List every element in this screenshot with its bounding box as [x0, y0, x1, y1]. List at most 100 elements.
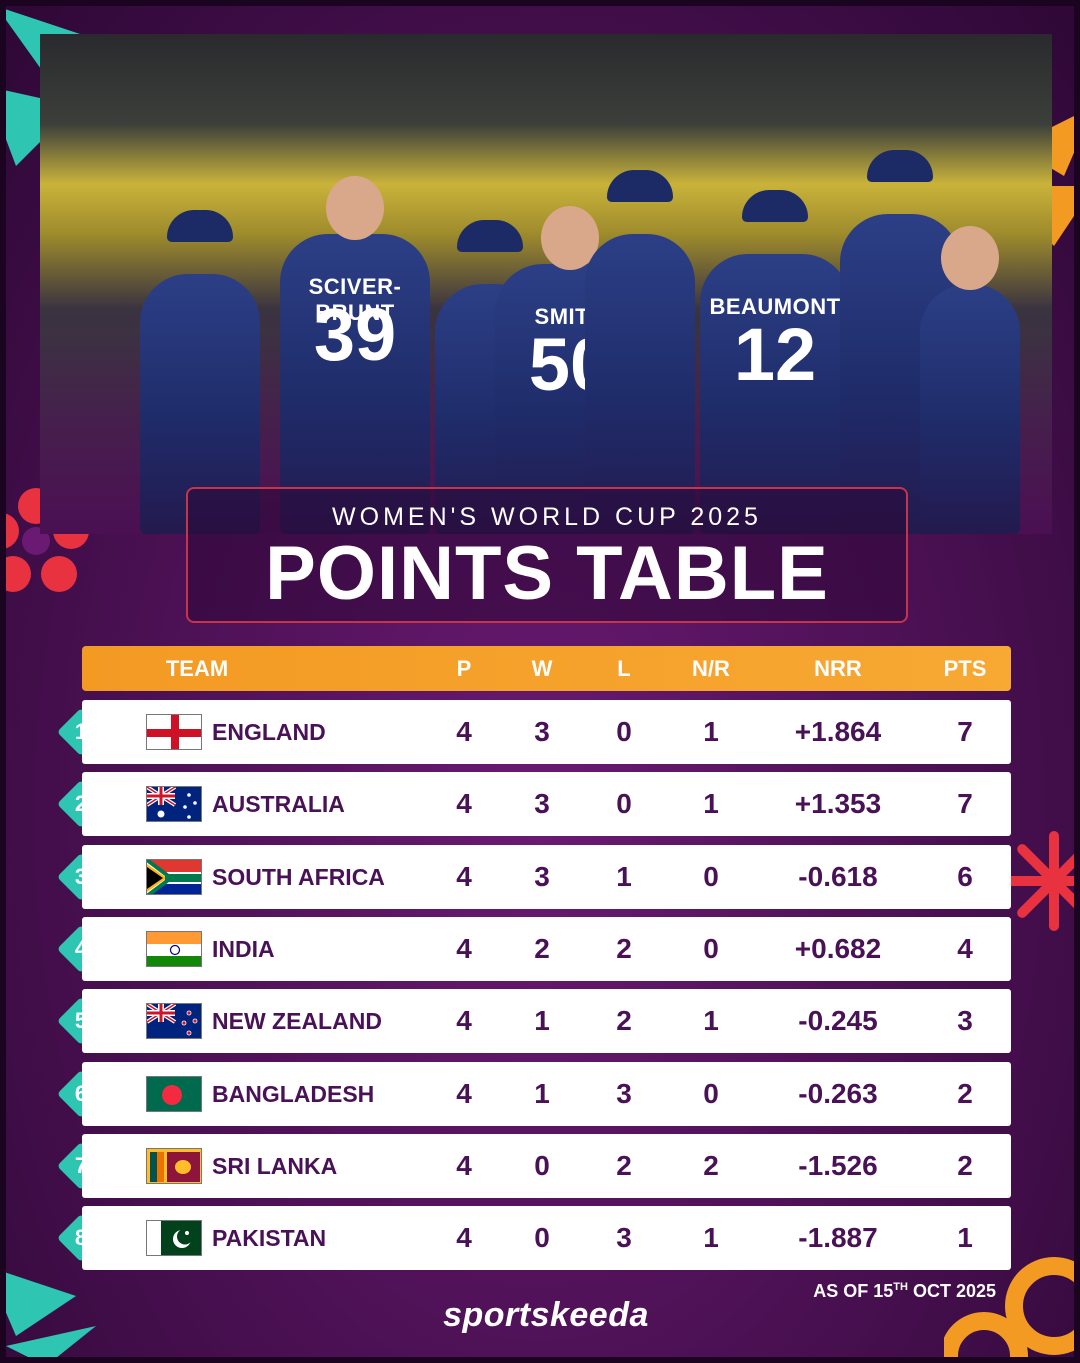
team-name-cell: INDIA: [212, 936, 275, 962]
lost-cell: 0: [616, 788, 632, 819]
table-row: INDIA 4 2 2 0 +0.682 4: [82, 917, 1011, 981]
team-name-cell: BANGLADESH: [212, 1081, 375, 1107]
won-cell: 2: [534, 933, 550, 964]
column-header-no-result: N/R: [692, 656, 730, 681]
red-burst-decoration-icon: [1004, 831, 1074, 931]
cap-shape: [457, 220, 523, 252]
sportskeeda-logo: sportskeeda: [443, 1296, 649, 1334]
as-of-date-prefix: AS OF 15: [813, 1281, 894, 1301]
column-header-won: W: [531, 656, 553, 681]
table-row: PAKISTAN 4 0 3 1 -1.887 1: [82, 1206, 1011, 1270]
played-cell: 4: [456, 1222, 472, 1253]
south-africa-flag-icon: [146, 859, 202, 895]
head-shape: [326, 176, 384, 240]
team-name-cell: PAKISTAN: [212, 1225, 327, 1251]
cap-shape: [742, 190, 808, 222]
table-row: ENGLAND 4 3 0 1 +1.864 7: [82, 700, 1011, 764]
points-cell: 7: [957, 788, 973, 819]
points-cell: 3: [957, 1005, 973, 1036]
no-result-cell: 1: [703, 716, 719, 747]
table-row: NEW ZEALAND 4 1 2 1 -0.245 3: [82, 989, 1011, 1053]
red-flower-decoration-icon: [6, 488, 89, 592]
played-cell: 4: [456, 1005, 472, 1036]
new-zealand-flag-icon: [146, 1003, 202, 1039]
column-header-team: TEAM: [165, 656, 229, 681]
column-header-played: P: [456, 656, 472, 681]
lost-cell: 2: [616, 933, 632, 964]
net-run-rate-cell: -0.263: [798, 1078, 878, 1109]
no-result-cell: 0: [703, 933, 719, 964]
team-name-cell: SOUTH AFRICA: [212, 864, 385, 890]
team-name-cell: NEW ZEALAND: [212, 1008, 382, 1034]
no-result-cell: 0: [703, 861, 719, 892]
column-header-nrr: NRR: [814, 656, 862, 681]
jersey-number: 39: [313, 293, 397, 376]
no-result-cell: 1: [703, 1005, 719, 1036]
won-cell: 0: [534, 1222, 550, 1253]
team-celebration-photo: SCIVER-BRUNT 39 SMITH 50 BEAUMONT 12: [40, 34, 1052, 534]
bangladesh-flag-icon: [146, 1076, 202, 1112]
england-flag-icon: [146, 714, 202, 750]
won-cell: 3: [534, 788, 550, 819]
as-of-date-ordinal: TH: [893, 1281, 908, 1293]
column-header-lost: L: [617, 656, 631, 681]
lost-cell: 3: [616, 1222, 632, 1253]
player-figure: [585, 170, 695, 534]
sri-lanka-flag-icon: [146, 1148, 202, 1184]
cap-shape: [167, 210, 233, 242]
column-header-points: PTS: [943, 656, 987, 681]
net-run-rate-cell: +1.864: [794, 716, 882, 747]
lost-cell: 2: [616, 1150, 632, 1181]
net-run-rate-cell: -0.618: [798, 861, 878, 892]
jersey-name: BEAUMONT: [709, 294, 841, 319]
team-name-cell: AUSTRALIA: [212, 791, 345, 817]
lost-cell: 1: [616, 861, 632, 892]
lost-cell: 2: [616, 1005, 632, 1036]
tournament-subtitle: WOMEN'S WORLD CUP 2025: [332, 503, 762, 531]
points-cell: 2: [957, 1078, 973, 1109]
played-cell: 4: [456, 1150, 472, 1181]
points-cell: 6: [957, 861, 973, 892]
points-cell: 4: [957, 933, 973, 964]
table-header: TEAM P W L N/R NRR PTS: [82, 646, 1011, 691]
as-of-date: AS OF 15TH OCT 2025: [813, 1281, 996, 1302]
no-result-cell: 0: [703, 1078, 719, 1109]
pakistan-flag-icon: [146, 1220, 202, 1256]
table-row: BANGLADESH 4 1 3 0 -0.263 2: [82, 1062, 1011, 1126]
head-shape: [941, 226, 999, 290]
teal-petal-bottom-decoration-icon: [6, 1272, 96, 1357]
played-cell: 4: [456, 1078, 472, 1109]
played-cell: 4: [456, 933, 472, 964]
won-cell: 3: [534, 861, 550, 892]
india-flag-icon: [146, 931, 202, 967]
no-result-cell: 1: [703, 788, 719, 819]
team-name-cell: SRI LANKA: [212, 1153, 338, 1179]
won-cell: 1: [534, 1078, 550, 1109]
played-cell: 4: [456, 788, 472, 819]
net-run-rate-cell: -1.887: [798, 1222, 878, 1253]
player-figure: SCIVER-BRUNT 39: [280, 176, 430, 534]
net-run-rate-cell: -1.526: [798, 1150, 878, 1181]
table-row: SRI LANKA 4 0 2 2 -1.526 2: [82, 1134, 1011, 1198]
net-run-rate-cell: +0.682: [794, 933, 882, 964]
cap-shape: [867, 150, 933, 182]
page-title: POINTS TABLE: [265, 531, 829, 616]
net-run-rate-cell: +1.353: [794, 788, 882, 819]
no-result-cell: 1: [703, 1222, 719, 1253]
jersey-name: SCIVER-BRUNT: [308, 274, 402, 325]
points-cell: 2: [957, 1150, 973, 1181]
australia-flag-icon: [146, 786, 202, 822]
title-box: WOMEN'S WORLD CUP 2025 POINTS TABLE: [186, 487, 908, 623]
points-cell: 7: [957, 716, 973, 747]
lost-cell: 0: [616, 716, 632, 747]
jersey-number: 12: [733, 313, 817, 396]
table-row: AUSTRALIA 4 3 0 1 +1.353 7: [82, 772, 1011, 836]
player-figure: [920, 226, 1020, 534]
points-cell: 1: [957, 1222, 973, 1253]
team-name-cell: ENGLAND: [212, 719, 326, 745]
table-row: SOUTH AFRICA 4 3 1 0 -0.618 6: [82, 845, 1011, 909]
played-cell: 4: [456, 861, 472, 892]
won-cell: 0: [534, 1150, 550, 1181]
net-run-rate-cell: -0.245: [798, 1005, 878, 1036]
